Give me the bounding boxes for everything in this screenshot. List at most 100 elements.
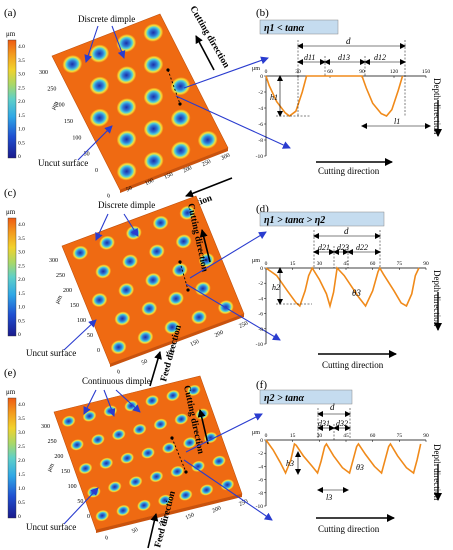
dimple	[143, 151, 164, 170]
dimple	[78, 462, 93, 475]
colorbar: μm4.0 3.5 3.0 2.5 2.0 1.5 1.0 0.5 0	[6, 388, 25, 520]
x-tick-label: 250	[238, 321, 249, 330]
dimple	[143, 87, 164, 106]
feed-direction-arrow	[147, 513, 159, 549]
condition-title: η2 > tanα	[264, 393, 305, 404]
colorbar-tick-label: 4.0	[18, 44, 25, 50]
profile-pointer-arrow	[185, 283, 281, 341]
dimple	[170, 109, 191, 128]
y-tick-label: -6	[258, 122, 263, 128]
x-tick-label: 150	[422, 69, 431, 75]
colorbar-tick-label: 2.5	[18, 85, 25, 91]
x-tick-label: 0	[265, 69, 268, 75]
colorbar-tick-label: 0.5	[18, 500, 25, 506]
y-tick-label: 200	[54, 454, 63, 460]
y-tick-label: 0	[97, 348, 100, 354]
dimple	[72, 245, 89, 260]
dimple	[116, 98, 137, 117]
dimple	[110, 340, 127, 355]
dimple	[178, 489, 193, 501]
dimple	[91, 433, 105, 446]
y-tick-label: 50	[87, 333, 93, 339]
dimple	[99, 457, 114, 469]
dimple	[132, 423, 147, 436]
x-tick-label: 45	[343, 261, 349, 267]
x-tick-label: 200	[214, 330, 225, 339]
feed-direction-arrow	[185, 177, 233, 198]
dimple	[157, 494, 172, 506]
profile-pointer-arrow	[185, 413, 263, 453]
condition-title: η1 > tanα > η2	[264, 215, 325, 226]
condition-title-box	[259, 19, 339, 35]
dimension-label: d13	[338, 53, 350, 62]
annotation-dimple: Discrete dimple	[98, 200, 155, 210]
x-tick-label: 250	[201, 159, 212, 168]
dimension-label: d11	[304, 53, 315, 62]
colorbar: μm4.0 3.5 3.0 2.5 2.0 1.5 1.0 0.5 0	[6, 208, 25, 338]
dimension-label: d21	[318, 243, 330, 252]
y-tick-label: 50	[77, 499, 83, 505]
x-tick-label: 15	[290, 433, 296, 439]
dimension-label: d23	[337, 243, 349, 252]
surface-edge	[120, 148, 228, 193]
dimple	[61, 415, 76, 427]
dimension-label: l1	[394, 117, 400, 126]
x-tick-label: 150	[163, 172, 174, 181]
section-point	[186, 288, 190, 292]
x-tick-label: 300	[220, 153, 231, 162]
colorbar-tick-label: 2.0	[18, 458, 25, 464]
colorbar-tick-label: 2.5	[18, 444, 25, 450]
x-tick-label: 60	[370, 433, 376, 439]
y-tick-label: 250	[48, 439, 57, 445]
colorbar-tick-label: 1.5	[18, 472, 25, 478]
dimple-pointer-arrow	[83, 389, 97, 415]
section-point	[170, 436, 174, 440]
y-tick-label: 150	[64, 119, 73, 125]
y-tick-label: 250	[56, 273, 65, 279]
dimple	[148, 244, 165, 259]
dimple	[111, 428, 126, 441]
colorbar-tick-label: 3.5	[18, 416, 25, 422]
y-tick-label: 300	[49, 258, 58, 264]
x-tick-label: 75	[397, 261, 403, 267]
dimple	[164, 320, 181, 335]
dimple	[153, 418, 168, 430]
colorbar-tick-label: 0	[18, 514, 21, 520]
z-unit-label: μm	[50, 100, 60, 111]
profile-pointer-arrow	[189, 231, 267, 279]
y-tick-label: 0	[260, 74, 263, 80]
dimple-pointer-arrow	[115, 389, 141, 413]
surface-panel-c: (c)300250200150100500050100150200250μmDi…	[4, 187, 281, 387]
dimple	[152, 215, 169, 230]
y-tick-label: 250	[47, 86, 56, 92]
dimple	[191, 310, 207, 325]
dimple	[143, 55, 164, 74]
y-tick-label: 0	[260, 438, 263, 444]
dimension-label: d22	[356, 243, 368, 252]
annotation-uncut-surface: Uncut surface	[26, 348, 76, 358]
dimple	[166, 389, 180, 402]
dimple	[168, 291, 184, 306]
dimension-label: h3	[286, 459, 294, 468]
surface-panel-a: (a)300250200150100500050100150200250300μ…	[4, 5, 291, 223]
y-tick-label: -6	[258, 478, 263, 484]
x-tick-label: 50	[125, 186, 133, 194]
colorbar-unit: μm	[6, 30, 16, 38]
unit-label: μm	[252, 66, 260, 72]
dimple	[116, 34, 137, 53]
y-tick-label: -10	[256, 154, 264, 160]
y-tick-label: 50	[84, 152, 90, 158]
x-tick-label: 30	[317, 261, 323, 267]
dimple	[114, 311, 131, 326]
dimple-pointer-arrow	[123, 213, 139, 237]
dimple	[186, 384, 201, 397]
dimple	[170, 77, 191, 96]
dimple	[107, 481, 122, 493]
dimple	[128, 476, 143, 488]
y-tick-label: 0	[260, 266, 263, 272]
y-tick-label: -8	[258, 491, 263, 497]
dimple-pointer-arrow	[111, 25, 126, 59]
